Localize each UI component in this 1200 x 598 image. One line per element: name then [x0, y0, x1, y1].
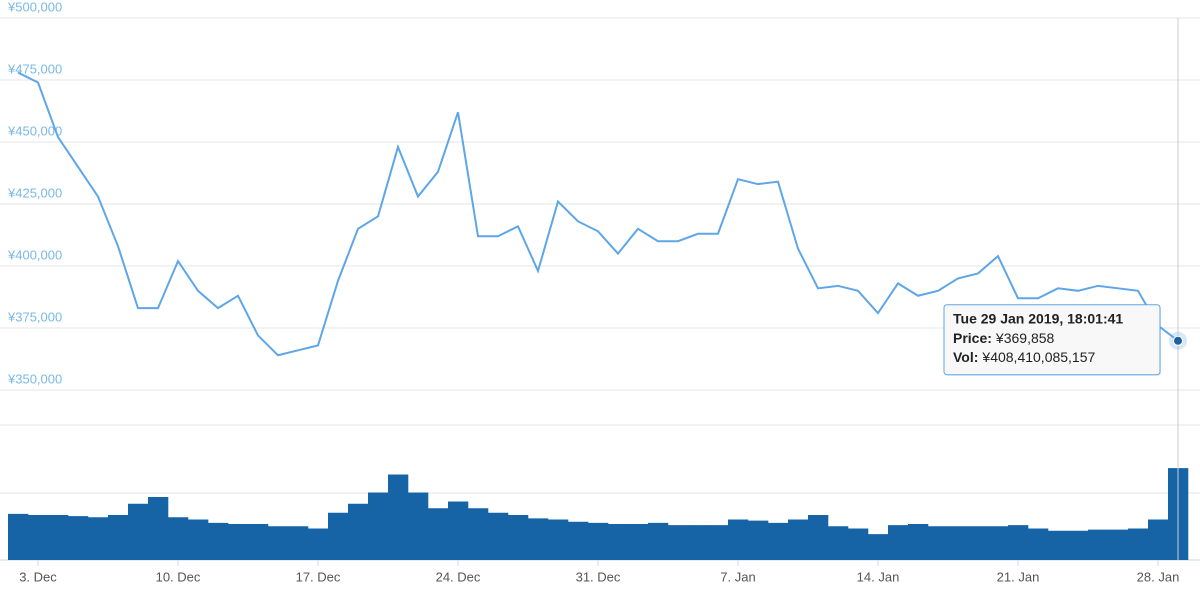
volume-bar	[608, 524, 629, 560]
tooltip-box	[943, 304, 1161, 376]
volume-bar	[468, 508, 489, 560]
tooltip-price: Price: ¥369,858	[953, 329, 1055, 345]
volume-bar	[968, 526, 989, 560]
volume-bar	[308, 528, 329, 560]
volume-bar	[268, 526, 289, 560]
x-tick-label: 3. Dec	[19, 569, 57, 584]
volume-bar	[888, 525, 909, 560]
volume-bar	[768, 522, 789, 560]
volume-bar	[188, 519, 209, 560]
volume-bar	[668, 525, 689, 560]
volume-bar	[548, 519, 569, 560]
tooltip-label: Price:	[953, 329, 992, 345]
volume-bar	[208, 522, 229, 560]
volume-bar	[388, 474, 409, 560]
x-tick-label: 21. Jan	[997, 569, 1040, 584]
y-tick-label: ¥500,000	[7, 0, 62, 14]
volume-bar	[168, 517, 189, 560]
tooltip-value: ¥369,858	[995, 329, 1055, 345]
volume-bar	[1128, 528, 1149, 560]
volume-bar	[928, 526, 949, 560]
volume-bar	[988, 526, 1009, 560]
volume-bar	[948, 526, 969, 560]
volume-bar	[628, 524, 649, 560]
volume-bar	[228, 524, 249, 560]
volume-bar	[728, 519, 749, 560]
volume-bar	[1088, 529, 1109, 560]
volume-bar	[288, 526, 309, 560]
volume-bar	[868, 534, 889, 560]
x-tick-label: 17. Dec	[296, 569, 341, 584]
volume-bar	[1068, 530, 1089, 560]
y-tick-label: ¥400,000	[7, 247, 62, 262]
volume-bar	[588, 522, 609, 560]
volume-bar	[1148, 519, 1169, 560]
price-line	[17, 71, 1179, 357]
volume-bar	[708, 525, 729, 560]
volume-bar	[448, 501, 469, 560]
volume-bar	[648, 522, 669, 560]
x-tick-label: 14. Jan	[857, 569, 900, 584]
volume-bar	[748, 520, 769, 560]
volume-bar	[128, 503, 149, 560]
volume-bar	[808, 515, 829, 560]
volume-bar	[68, 516, 89, 560]
volume-bar	[148, 497, 169, 560]
volume-bar	[908, 524, 929, 560]
y-tick-label: ¥450,000	[7, 123, 62, 138]
volume-bar	[1048, 530, 1069, 560]
volume-bar	[328, 512, 349, 560]
volume-bar	[248, 524, 269, 560]
volume-bar	[828, 526, 849, 560]
volume-bar	[788, 519, 809, 560]
volume-bar	[48, 515, 69, 560]
volume-bar	[848, 528, 869, 560]
hover-point	[1173, 335, 1183, 346]
volume-bar	[508, 515, 529, 560]
volume-bar	[488, 512, 509, 560]
volume-bar	[428, 508, 449, 560]
volume-bar	[408, 492, 429, 560]
volume-bar	[688, 525, 709, 560]
volume-bar	[348, 503, 369, 560]
y-tick-label: ¥425,000	[7, 185, 62, 200]
x-tick-label: 10. Dec	[156, 569, 201, 584]
volume-bar	[568, 521, 589, 560]
x-tick-label: 31. Dec	[576, 569, 621, 584]
tooltip-vol: Vol: ¥408,410,085,157	[953, 348, 1096, 364]
tooltip-label: Vol:	[953, 348, 978, 364]
volume-bar	[1008, 525, 1029, 560]
volume-bar	[28, 515, 49, 560]
y-tick-label: ¥350,000	[7, 371, 62, 386]
y-tick-label: ¥475,000	[7, 61, 62, 76]
x-tick-label: 28. Jan	[1137, 569, 1180, 584]
volume-bar	[8, 513, 29, 560]
volume-bar	[1028, 528, 1049, 560]
x-tick-label: 24. Dec	[436, 569, 481, 584]
volume-bar	[88, 517, 109, 560]
tooltip-value: ¥408,410,085,157	[981, 348, 1095, 364]
volume-bar	[108, 515, 129, 560]
volume-bar	[368, 492, 389, 560]
x-tick-label: 7. Jan	[720, 569, 755, 584]
y-tick-label: ¥375,000	[7, 309, 62, 324]
tooltip-title: Tue 29 Jan 2019, 18:01:41	[953, 310, 1123, 326]
volume-bar	[1108, 529, 1129, 560]
volume-bar	[528, 518, 549, 560]
